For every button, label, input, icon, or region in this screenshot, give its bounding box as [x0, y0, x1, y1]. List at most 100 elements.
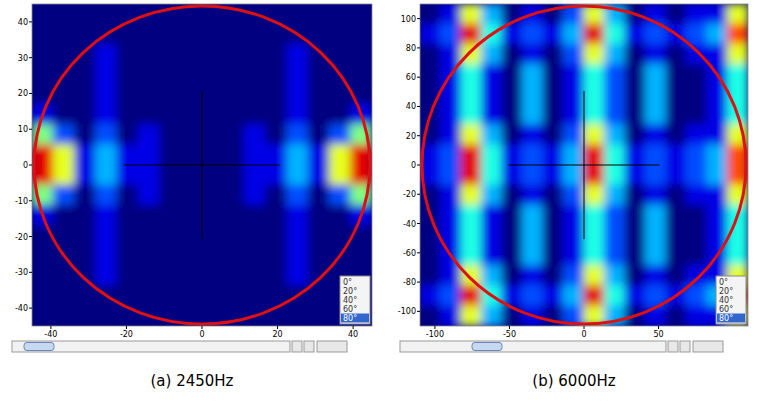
angle-option[interactable]: 0° — [343, 278, 352, 287]
slider-thumb[interactable] — [472, 343, 502, 351]
heatmap-cell — [686, 285, 708, 306]
y-tick-label: -40 — [403, 220, 416, 229]
heatmap-cell — [180, 64, 202, 85]
heatmap-cell — [117, 245, 139, 266]
view-button[interactable] — [317, 341, 347, 352]
heatmap-cell — [180, 24, 202, 45]
heatmap-cell — [329, 24, 351, 45]
heatmap-cell — [117, 104, 139, 125]
heatmap-cell — [287, 104, 309, 125]
heatmap-cell — [202, 144, 224, 165]
heatmap-cell — [502, 104, 524, 125]
heatmap-cell — [308, 64, 330, 85]
slider-button[interactable] — [680, 341, 690, 352]
y-tick — [29, 21, 32, 22]
heatmap-cell — [625, 265, 647, 286]
heatmap-cell — [74, 165, 96, 186]
heatmap-cell — [223, 165, 245, 186]
heatmap-cell — [666, 84, 688, 105]
heatmap-cell — [461, 24, 483, 45]
heatmap-cell — [74, 305, 96, 326]
slider-button[interactable] — [304, 341, 314, 352]
x-tick-label: 50 — [653, 330, 663, 339]
crosshair — [202, 91, 203, 239]
heatmap-cell — [53, 104, 75, 125]
heatmap-cell — [74, 185, 96, 206]
y-tick-label: 10 — [18, 125, 28, 134]
heatmap-cell — [604, 225, 626, 246]
heatmap-cell — [686, 64, 708, 85]
view-button[interactable] — [693, 341, 723, 352]
heatmap-cell — [604, 185, 626, 206]
slider-track[interactable] — [400, 341, 666, 352]
heatmap-cell — [180, 144, 202, 165]
heatmap-cell — [32, 64, 54, 85]
heatmap-cell — [308, 24, 330, 45]
heatmap-cell — [707, 4, 729, 25]
y-tick-label: -30 — [15, 268, 28, 277]
angle-option[interactable]: 20° — [719, 287, 733, 296]
heatmap-cell — [686, 265, 708, 286]
angle-option[interactable]: 40° — [343, 296, 357, 305]
x-tick-label: -100 — [426, 330, 444, 339]
slider-button[interactable] — [668, 341, 678, 352]
heatmap-cell — [202, 245, 224, 266]
heatmap-cell — [563, 64, 585, 85]
heatmap-cell — [522, 225, 544, 246]
heatmap-cell — [686, 144, 708, 165]
heatmap-cell — [584, 185, 606, 206]
plot-area — [420, 4, 748, 326]
angle-option[interactable]: 60° — [719, 305, 733, 314]
heatmap-cell — [202, 44, 224, 65]
y-tick — [29, 93, 32, 94]
heatmap-cell — [604, 24, 626, 45]
y-tick — [417, 194, 420, 195]
angle-option[interactable]: 0° — [719, 278, 728, 287]
heatmap-cell — [95, 44, 117, 65]
heatmap-cell — [159, 104, 181, 125]
angle-option[interactable]: 20° — [343, 287, 357, 296]
heatmap-cell — [481, 225, 503, 246]
angle-option[interactable]: 80° — [343, 314, 357, 323]
angle-option[interactable]: 60° — [343, 305, 357, 314]
heatmap-cell — [481, 4, 503, 25]
angle-list[interactable] — [716, 276, 746, 324]
heatmap-cell — [138, 245, 160, 266]
y-tick — [417, 282, 420, 283]
y-tick — [417, 311, 420, 312]
heatmap-cell — [440, 185, 462, 206]
heatmap-cell — [502, 265, 524, 286]
heatmap-cell — [604, 245, 626, 266]
slider-button[interactable] — [292, 341, 302, 352]
heatmap-cell — [223, 44, 245, 65]
heatmap-cell — [502, 144, 524, 165]
heatmap-cell — [625, 44, 647, 65]
heatmap-cell — [287, 64, 309, 85]
heatmap-cell — [502, 225, 524, 246]
heatmap-cell — [159, 205, 181, 226]
heatmap-cell — [440, 44, 462, 65]
array-circle — [422, 6, 746, 324]
heatmap-cell — [202, 64, 224, 85]
y-tick — [417, 18, 420, 19]
heatmap-cell — [223, 24, 245, 45]
angle-list[interactable] — [340, 276, 370, 324]
heatmap-cell — [32, 265, 54, 286]
heatmap-cell — [563, 124, 585, 145]
heatmap-cell — [563, 285, 585, 306]
heatmap-cell — [707, 144, 729, 165]
angle-option[interactable]: 40° — [719, 296, 733, 305]
heatmap-cell — [522, 64, 544, 85]
heatmap-cell — [74, 285, 96, 306]
slider-track[interactable] — [12, 341, 290, 352]
heatmap-cell — [329, 185, 351, 206]
heatmap-cell — [159, 285, 181, 306]
heatmap-cell — [461, 124, 483, 145]
heatmap-cell — [159, 44, 181, 65]
heatmap-cell — [74, 144, 96, 165]
heatmap-cell — [308, 225, 330, 246]
angle-option[interactable]: 80° — [719, 314, 733, 323]
slider-thumb[interactable] — [24, 343, 54, 351]
y-tick-label: 20 — [406, 132, 416, 141]
heatmap-cell — [604, 84, 626, 105]
